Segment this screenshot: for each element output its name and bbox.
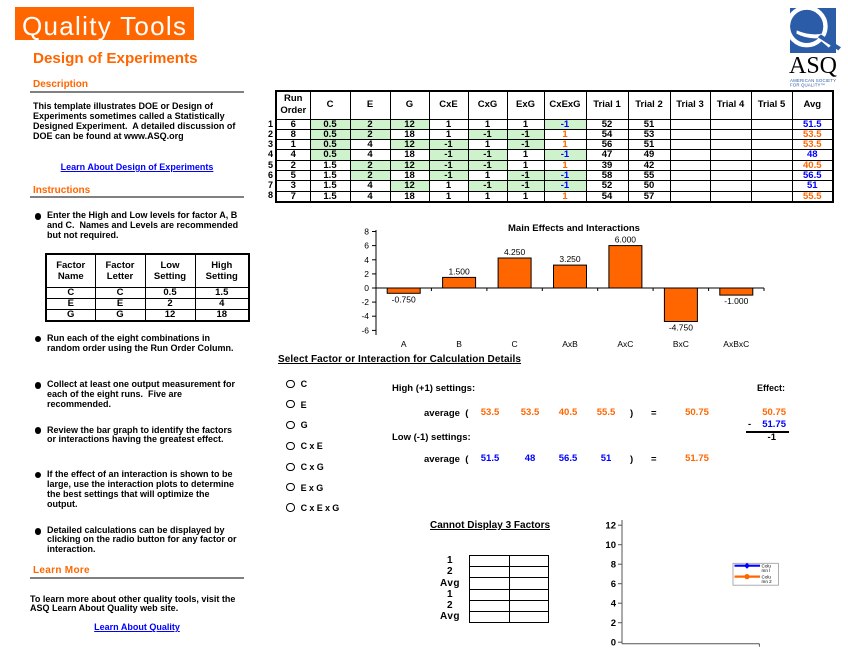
- svg-text:12: 12: [605, 521, 616, 532]
- svg-text:-4: -4: [361, 311, 369, 321]
- svg-text:2: 2: [611, 618, 616, 629]
- svg-text:6: 6: [364, 241, 369, 251]
- svg-text:-1.000: -1.000: [724, 296, 748, 306]
- svg-text:A: A: [401, 339, 407, 349]
- svg-text:ASQ: ASQ: [789, 53, 837, 79]
- svg-text:4: 4: [611, 599, 617, 610]
- svg-text:Colu: Colu: [762, 574, 772, 579]
- svg-text:Main Effects and Interactions: Main Effects and Interactions: [508, 223, 640, 234]
- svg-text:mn l: mn l: [762, 568, 771, 573]
- svg-text:8: 8: [364, 227, 369, 237]
- svg-text:-6: -6: [361, 325, 369, 335]
- svg-text:AxC: AxC: [617, 339, 633, 349]
- svg-text:-0.750: -0.750: [392, 294, 416, 304]
- svg-text:6: 6: [611, 579, 616, 590]
- svg-text:0: 0: [364, 283, 369, 293]
- svg-text:2: 2: [364, 269, 369, 279]
- svg-text:1.500: 1.500: [448, 266, 470, 276]
- svg-text:6.000: 6.000: [615, 235, 637, 245]
- svg-text:AMERICAN SOCIETY: AMERICAN SOCIETY: [790, 78, 836, 83]
- svg-text:-2: -2: [361, 297, 369, 307]
- svg-text:4: 4: [364, 255, 369, 265]
- svg-text:AxBxC: AxBxC: [723, 339, 749, 349]
- svg-text:-4.750: -4.750: [669, 323, 693, 333]
- svg-text:8: 8: [611, 560, 616, 571]
- svg-text:FOR QUALITY™: FOR QUALITY™: [790, 83, 825, 88]
- svg-text:mn 2: mn 2: [762, 579, 773, 584]
- svg-text:AxB: AxB: [562, 339, 578, 349]
- svg-text:3.250: 3.250: [559, 254, 581, 264]
- svg-text:B: B: [456, 339, 462, 349]
- svg-text:Colu: Colu: [762, 563, 772, 568]
- svg-text:10: 10: [605, 540, 616, 551]
- svg-text:4.250: 4.250: [504, 247, 526, 257]
- svg-text:BxC: BxC: [673, 339, 689, 349]
- svg-text:C: C: [512, 339, 518, 349]
- svg-text:0: 0: [611, 638, 616, 649]
